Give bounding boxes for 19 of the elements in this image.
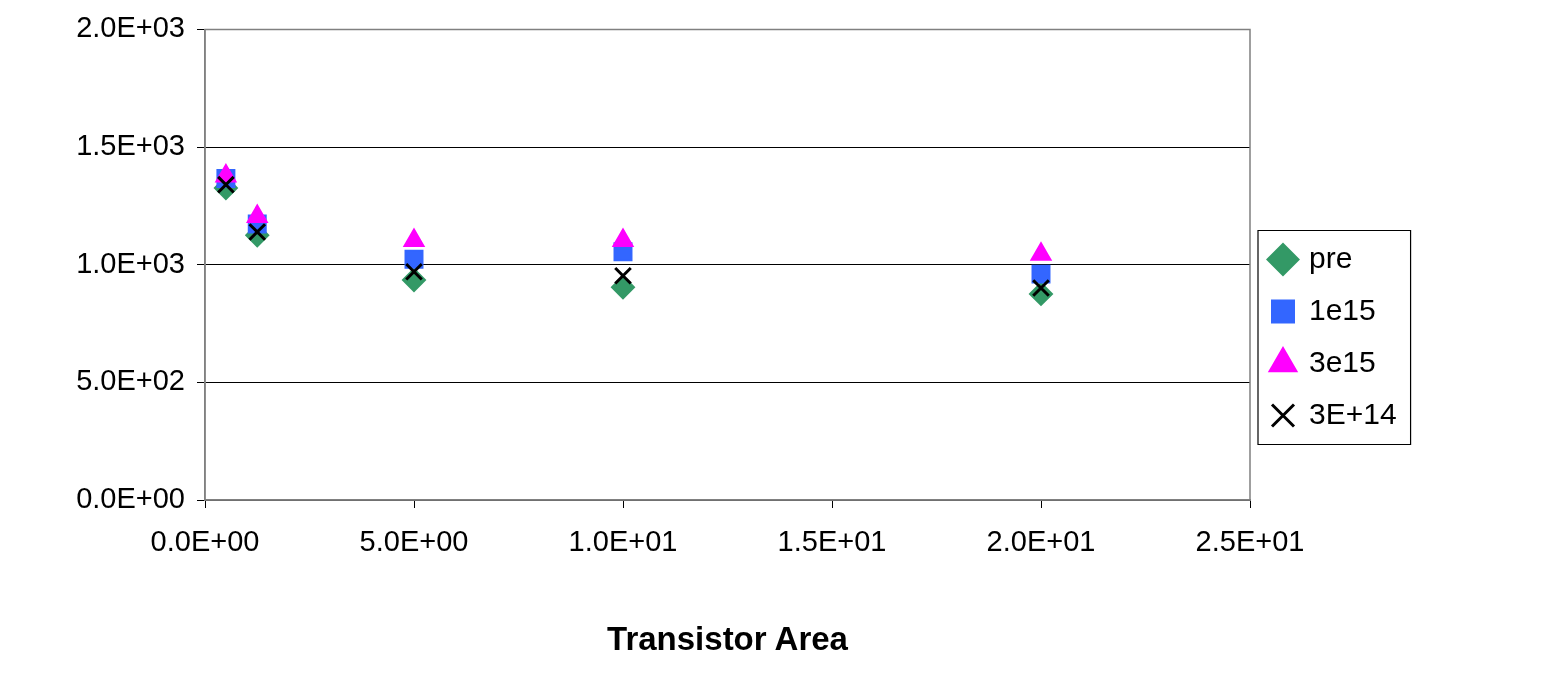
legend-label: 3E+14 — [1309, 396, 1397, 430]
legend-label: 1e15 — [1309, 292, 1376, 326]
point — [613, 266, 633, 286]
y-tick-label: 2.0E+03 — [76, 11, 185, 44]
legend-label: 3e15 — [1309, 344, 1376, 378]
x-tick-label: 1.0E+01 — [568, 525, 678, 558]
x-tick-label: 2.5E+01 — [1195, 525, 1305, 558]
x-tick-label: 0.0E+00 — [150, 525, 260, 558]
y-tick-label: 1.0E+03 — [76, 246, 185, 279]
x-tick-label: 2.0E+01 — [986, 525, 1096, 558]
point — [247, 222, 267, 242]
x-tick-label: 5.0E+00 — [359, 525, 469, 558]
y-tick-label: 0.0E+00 — [76, 482, 185, 514]
y-tick-label: 1.5E+03 — [76, 129, 185, 162]
legend-label: pre — [1309, 240, 1353, 274]
x-axis-title: Transistor Area — [607, 620, 849, 658]
point — [216, 175, 236, 194]
x-tick-label: 1.5E+01 — [777, 525, 887, 558]
y-tick-label: 5.0E+02 — [76, 364, 185, 397]
